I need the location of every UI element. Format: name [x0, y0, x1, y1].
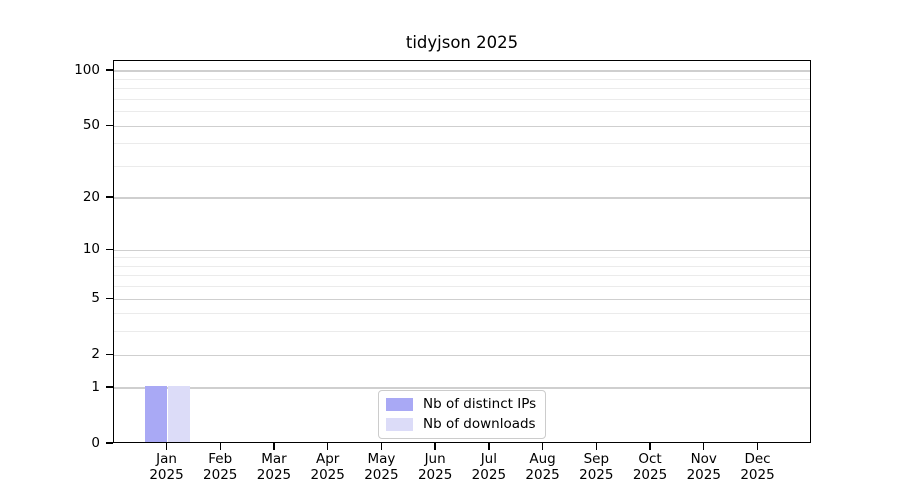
minor-gridline	[114, 286, 810, 288]
y-tick-label: 10	[82, 241, 100, 258]
x-tick-month: Sep	[583, 450, 610, 467]
y-axis-tick	[106, 69, 113, 71]
x-tick-month: Dec	[744, 450, 771, 467]
x-axis-tick	[488, 443, 490, 450]
x-tick-year: 2025	[632, 467, 668, 483]
x-tick-label: Mar 2025	[242, 451, 306, 484]
y-tick-label: 2	[91, 346, 100, 363]
y-axis-tick	[106, 353, 113, 355]
major-gridline	[114, 387, 810, 389]
x-tick-year: 2025	[364, 467, 399, 483]
y-axis-tick	[106, 442, 113, 444]
x-axis-tick	[703, 443, 705, 450]
y-axis-tick	[106, 386, 113, 388]
x-tick-year: 2025	[579, 467, 614, 483]
bar-distinct-ips	[145, 385, 168, 442]
legend-item: Nb of downloads	[386, 416, 536, 432]
chart-title: tidyjson 2025	[405, 33, 519, 52]
x-axis-tick	[649, 443, 651, 450]
minor-gridline	[114, 165, 810, 167]
minor-gridline	[114, 78, 810, 80]
x-tick-year: 2025	[686, 467, 721, 483]
major-gridline	[114, 298, 810, 300]
x-tick-label: Feb 2025	[188, 451, 252, 484]
legend-label: Nb of downloads	[423, 416, 536, 432]
y-tick-label: 50	[82, 117, 100, 134]
y-tick-label: 1	[91, 378, 100, 395]
major-gridline	[114, 70, 810, 72]
x-axis-tick	[434, 443, 436, 450]
x-axis-tick	[595, 443, 597, 450]
x-tick-label: Apr 2025	[296, 451, 360, 484]
major-gridline	[114, 354, 810, 356]
legend-item: Nb of distinct IPs	[386, 396, 536, 412]
y-tick-label: 20	[82, 188, 100, 205]
major-gridline	[114, 249, 810, 251]
x-tick-month: Oct	[638, 450, 662, 467]
x-axis-tick	[380, 443, 383, 450]
x-tick-month: Apr	[315, 450, 340, 467]
x-tick-year: 2025	[740, 467, 775, 483]
x-axis-tick	[165, 443, 168, 450]
y-axis-tick	[106, 297, 113, 299]
x-tick-month: May	[367, 450, 396, 467]
y-tick-label: 0	[91, 435, 100, 451]
minor-gridline	[114, 111, 810, 113]
x-axis-tick	[756, 443, 759, 450]
minor-gridline	[114, 313, 810, 315]
x-tick-label: Jan 2025	[135, 451, 199, 484]
x-tick-year: 2025	[471, 467, 507, 483]
x-tick-label: May 2025	[349, 451, 413, 484]
major-gridline	[114, 197, 810, 199]
y-axis-tick	[106, 124, 113, 126]
x-tick-month: Nov	[690, 450, 717, 467]
legend: Nb of distinct IPs Nb of downloads	[378, 390, 547, 439]
minor-gridline	[114, 265, 810, 267]
y-axis-tick	[106, 248, 113, 250]
y-tick-label: 5	[91, 290, 100, 307]
x-axis-tick	[273, 443, 275, 450]
x-tick-label: Nov 2025	[672, 451, 736, 484]
legend-swatch	[386, 417, 413, 431]
x-tick-month: Jun	[424, 450, 446, 467]
x-tick-month: Jul	[480, 450, 497, 467]
x-tick-label: Dec 2025	[726, 451, 790, 484]
x-tick-label: Oct 2025	[618, 451, 682, 484]
x-axis-tick	[327, 443, 329, 450]
x-tick-year: 2025	[310, 467, 345, 483]
minor-gridline	[114, 88, 810, 90]
x-tick-month: Aug	[529, 450, 556, 467]
x-tick-label: Jun 2025	[403, 451, 467, 484]
minor-gridline	[114, 257, 810, 259]
y-tick-label: 100	[74, 62, 100, 78]
minor-gridline	[114, 143, 810, 145]
x-tick-label: Sep 2025	[564, 451, 628, 484]
plot-area: Nb of distinct IPs Nb of downloads	[113, 60, 811, 443]
x-tick-year: 2025	[525, 467, 560, 483]
x-tick-label: Aug 2025	[511, 451, 575, 484]
minor-gridline	[114, 275, 810, 277]
x-tick-year: 2025	[203, 467, 238, 483]
y-axis-tick	[106, 196, 113, 198]
x-tick-month: Feb	[208, 450, 233, 467]
x-tick-month: Mar	[261, 450, 287, 467]
major-gridline	[114, 125, 810, 127]
legend-label: Nb of distinct IPs	[423, 396, 537, 412]
x-tick-year: 2025	[149, 467, 184, 483]
x-tick-label: Jul 2025	[457, 451, 521, 484]
bar-downloads	[167, 385, 190, 442]
minor-gridline	[114, 331, 810, 333]
legend-swatch	[386, 397, 413, 411]
x-axis-tick	[541, 443, 544, 450]
minor-gridline	[114, 98, 810, 100]
x-tick-year: 2025	[256, 467, 292, 483]
x-axis-tick	[219, 443, 221, 450]
x-tick-year: 2025	[417, 467, 453, 483]
x-tick-month: Jan	[156, 450, 177, 467]
